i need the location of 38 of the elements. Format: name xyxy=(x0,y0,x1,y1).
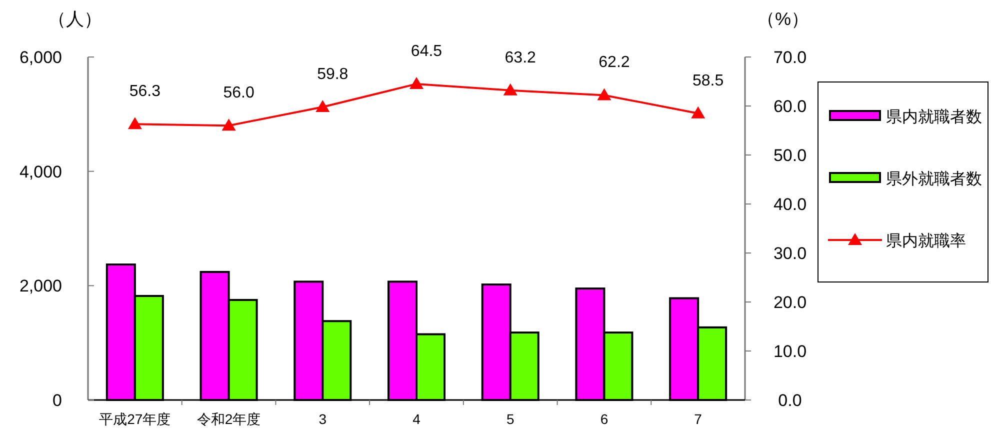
point xyxy=(503,83,518,96)
data-label: 58.5 xyxy=(692,72,724,90)
legend-label: 県外就職者数 xyxy=(886,170,982,188)
y-tick-label: 0 xyxy=(52,391,62,410)
y2-tick-label: 10.0 xyxy=(773,342,807,361)
x-tick-label: 6 xyxy=(600,411,608,427)
data-label: 64.5 xyxy=(410,42,442,60)
data-label: 56.0 xyxy=(223,84,254,102)
y2-axis-title: （%） xyxy=(756,9,810,29)
y2-tick-label: 30.0 xyxy=(773,244,807,263)
y-tick-label: 4,000 xyxy=(19,162,62,182)
y2-tick-label: 70.0 xyxy=(773,48,807,67)
data-label: 63.2 xyxy=(504,49,536,66)
x-tick-label: 平成27年度 xyxy=(99,411,171,427)
y-tick-label: 6,000 xyxy=(19,48,62,67)
point xyxy=(316,100,330,112)
y2-tick-label: 50.0 xyxy=(773,146,807,165)
data-label: 62.2 xyxy=(598,54,630,72)
x-tick-label: 3 xyxy=(318,411,327,427)
point xyxy=(128,117,142,130)
legend-label: 県内就職率 xyxy=(886,232,966,250)
x-tick-label: 4 xyxy=(412,411,421,427)
legend-label: 県内就職者数 xyxy=(886,108,982,126)
point xyxy=(597,88,612,100)
y-axis-title: （人） xyxy=(48,9,102,29)
point xyxy=(222,118,236,131)
y-tick-label: 2,000 xyxy=(19,276,62,296)
data-label: 56.3 xyxy=(129,83,161,100)
y2-tick-label: 40.0 xyxy=(773,195,807,214)
data-label: 59.8 xyxy=(317,66,348,83)
x-tick-label: 5 xyxy=(506,411,514,427)
x-tick-label: 7 xyxy=(694,411,702,427)
point xyxy=(691,106,706,118)
y2-tick-label: 60.0 xyxy=(773,97,807,116)
x-tick-label: 令和2年度 xyxy=(196,411,261,427)
y2-tick-label: 0.0 xyxy=(778,391,802,410)
y2-tick-label: 20.0 xyxy=(773,293,807,312)
point xyxy=(410,76,424,89)
